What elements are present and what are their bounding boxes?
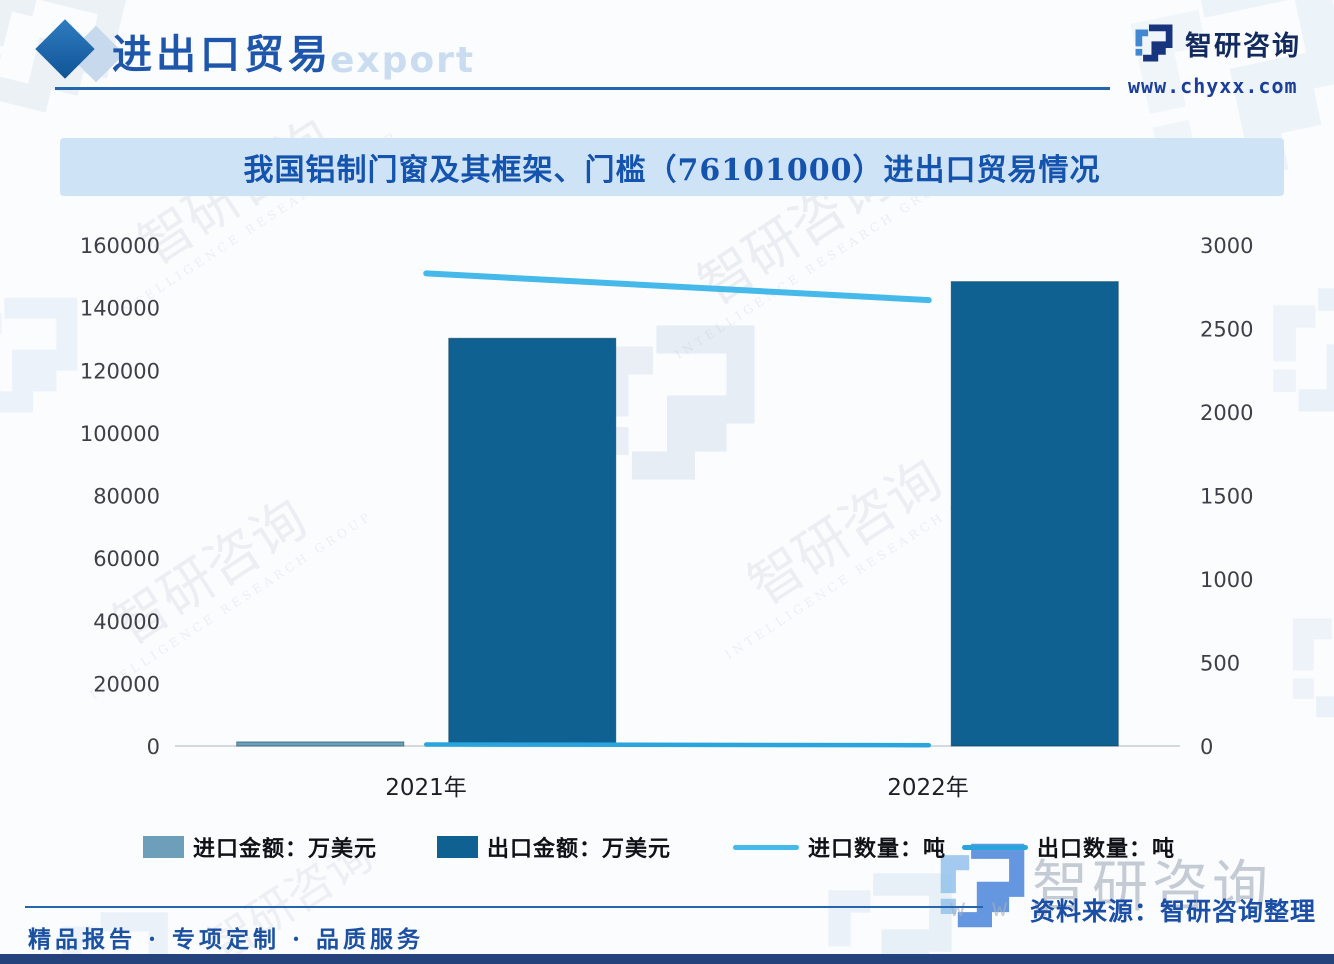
brand-block: 智研咨询 (1133, 22, 1303, 64)
svg-text:20000: 20000 (93, 672, 160, 696)
legend-label: 出口金额：万美元 (487, 837, 672, 862)
legend-label: 出口数量：吨 (1037, 837, 1176, 862)
svg-text:120000: 120000 (80, 359, 160, 383)
x-axis-label-2022: 2022年 (887, 775, 969, 801)
legend-line-import-qty (733, 844, 799, 850)
svg-text:0: 0 (147, 735, 160, 759)
legend-item-export-amount: 出口金额：万美元 (437, 833, 672, 862)
chart-title: 我国铝制门窗及其框架、门槛（76101000）进出口贸易情况 (243, 153, 1101, 188)
legend-label: 进口金额：万美元 (193, 837, 378, 862)
x-axis-label-2021: 2021年 (385, 775, 467, 801)
svg-text:1500: 1500 (1200, 485, 1253, 509)
brand-website: www.chyxx.com (1128, 74, 1298, 98)
legend-line-export-qty (962, 844, 1028, 850)
svg-text:160000: 160000 (80, 234, 160, 258)
footer-bottom-bar (0, 954, 1334, 964)
page-title: 进出口贸易 (112, 31, 332, 78)
svg-text:3000: 3000 (1200, 234, 1253, 258)
svg-text:80000: 80000 (93, 485, 160, 509)
svg-text:500: 500 (1200, 652, 1240, 676)
svg-text:40000: 40000 (93, 610, 160, 634)
footer-tagline: 精品报告 · 专项定制 · 品质服务 (28, 926, 425, 953)
footer-divider (25, 906, 983, 908)
legend-item-import-amount: 进口金额：万美元 (143, 833, 378, 862)
svg-text:2500: 2500 (1200, 318, 1253, 342)
svg-text:140000: 140000 (80, 297, 160, 321)
legend-item-export-qty: 出口数量：吨 (962, 833, 1176, 862)
svg-text:60000: 60000 (93, 547, 160, 571)
legend-swatch-import-amount (143, 836, 184, 858)
svg-text:2000: 2000 (1200, 401, 1253, 425)
legend-swatch-export-amount (437, 836, 478, 858)
svg-text:1000: 1000 (1200, 568, 1253, 592)
svg-text:0: 0 (1200, 735, 1213, 759)
data-source: 资料来源：智研咨询整理 (1029, 897, 1316, 926)
chart-title-banner: 我国铝制门窗及其框架、门槛（76101000）进出口贸易情况 (60, 138, 1284, 196)
legend-label: 进口数量：吨 (808, 837, 947, 862)
header-divider (55, 87, 1110, 90)
brand-name: 智研咨询 (1185, 30, 1301, 62)
svg-text:100000: 100000 (80, 422, 160, 446)
legend-item-import-qty: 进口数量：吨 (733, 833, 947, 862)
